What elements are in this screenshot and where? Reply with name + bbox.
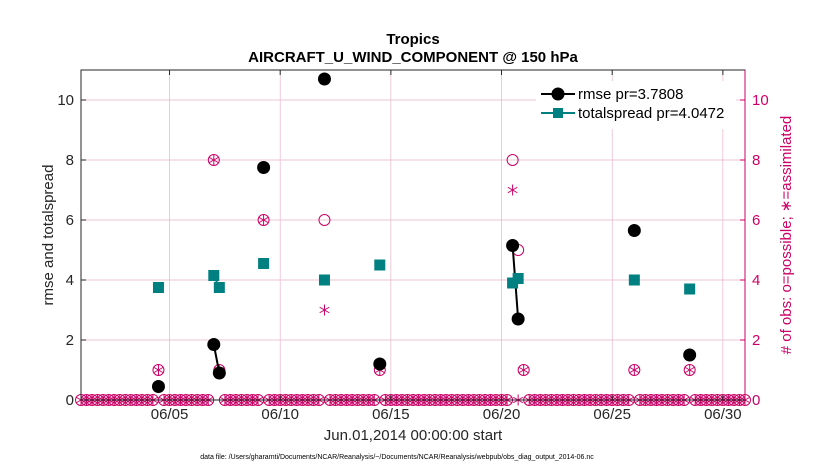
totalspread-point-2-0 <box>258 258 270 269</box>
totalspread-point-0-0 <box>152 282 164 293</box>
rmse-point-2-0 <box>257 161 271 174</box>
obs-assimilated-9 <box>629 364 640 376</box>
rmse-point-1-1 <box>212 366 226 380</box>
rmse-point-7-0 <box>683 348 697 362</box>
rmse-point-0-0 <box>151 380 165 393</box>
y-tick-label-1: 2 <box>66 332 74 349</box>
rmse-point-3-0 <box>317 72 331 86</box>
x-tick-label-3: 06/20 <box>483 406 521 423</box>
obs-assimilated-0-stroke-2 <box>153 366 164 374</box>
rmse-point-4-0 <box>373 357 387 371</box>
totalspread-point-5-1 <box>512 273 524 284</box>
chart-subtitle: AIRCRAFT_U_WIND_COMPONENT @ 150 hPa <box>248 49 578 66</box>
totalspread-point-7-0 <box>684 283 696 295</box>
y-axis-label-left: rmse and totalspread <box>40 165 57 306</box>
legend-totalspread-label: totalspread pr=4.0472 <box>578 105 724 122</box>
obs-assimilated-8 <box>518 364 529 376</box>
series-layer <box>151 72 697 393</box>
x-axis: 06/05 06/10 06/15 06/20 06/25 06/30 <box>151 70 742 423</box>
rmse-point-5-1 <box>511 312 525 326</box>
x-tick-label-5: 06/30 <box>704 406 742 423</box>
totalspread-point-3-0 <box>318 274 330 286</box>
legend: rmse pr=3.7808 totalspread pr=4.0472 <box>536 81 736 129</box>
rmse-point-6-0 <box>627 224 641 237</box>
obs-assimilated-0 <box>153 364 164 376</box>
totalspread-point-5-0 <box>507 277 519 289</box>
y-tick-label-5: 10 <box>57 92 74 109</box>
x-tick-label-2: 06/15 <box>372 406 410 423</box>
legend-rmse-label: rmse pr=3.7808 <box>578 86 683 103</box>
obs-assimilated-10 <box>684 364 695 376</box>
x-axis-label: Jun.01,2014 00:00:00 start <box>324 427 503 444</box>
y2-tick-label-0: 0 <box>752 392 760 409</box>
y-tick-label-4: 8 <box>66 152 74 169</box>
y-axis-label-right: # of obs: o=possible; ∗=assimilated <box>778 116 795 355</box>
y2-tick-label-4: 8 <box>752 152 760 169</box>
y2-tick-label-2: 4 <box>752 272 760 289</box>
obs-assimilated-10-stroke-2 <box>684 366 695 374</box>
y-axis-left: 0 2 4 6 8 10 <box>57 92 86 409</box>
obs-possible-6 <box>506 154 519 166</box>
rmse-point-5-0 <box>506 239 520 252</box>
legend-box <box>536 81 736 129</box>
obs-assimilated-6-stroke-2 <box>507 186 518 194</box>
obs-assimilated-4-stroke-2 <box>319 306 330 314</box>
obs-assimilated-1 <box>208 154 219 166</box>
legend-rmse-marker <box>551 87 565 101</box>
obs-assimilated-4 <box>319 304 330 316</box>
x-tick-label-1: 06/10 <box>261 406 299 423</box>
x-tick-label-4: 06/25 <box>593 406 631 423</box>
chart-title: Tropics <box>386 31 439 48</box>
totalspread-point-1-1 <box>213 282 225 293</box>
data-file-footer: data file: /Users/gharamti/Documents/NCA… <box>200 454 594 461</box>
y-tick-label-2: 4 <box>66 272 74 289</box>
obs-assimilated-8-stroke-2 <box>518 366 529 374</box>
obs-assimilated-1-stroke-2 <box>208 156 219 164</box>
rmse-point-1-0 <box>207 338 221 351</box>
obs-possible-4 <box>318 214 331 226</box>
y-axis-right: 0 2 4 6 8 10 <box>740 92 769 409</box>
y2-tick-label-5: 10 <box>752 92 769 109</box>
y-tick-label-0: 0 <box>66 392 74 409</box>
obs-assimilated-6 <box>507 184 518 196</box>
obs-assimilated-9-stroke-2 <box>629 366 640 374</box>
totalspread-point-6-0 <box>628 274 640 286</box>
y-tick-label-3: 6 <box>66 212 74 229</box>
totalspread-point-1-0 <box>208 270 220 281</box>
y2-tick-label-1: 2 <box>752 332 760 349</box>
y2-tick-label-3: 6 <box>752 212 760 229</box>
totalspread-point-4-0 <box>374 259 386 271</box>
legend-totalspread-marker <box>553 108 563 118</box>
obs-assimilated-3 <box>258 214 269 226</box>
obs-assimilated-3-stroke-2 <box>258 216 269 224</box>
x-tick-label-0: 06/05 <box>151 406 189 423</box>
